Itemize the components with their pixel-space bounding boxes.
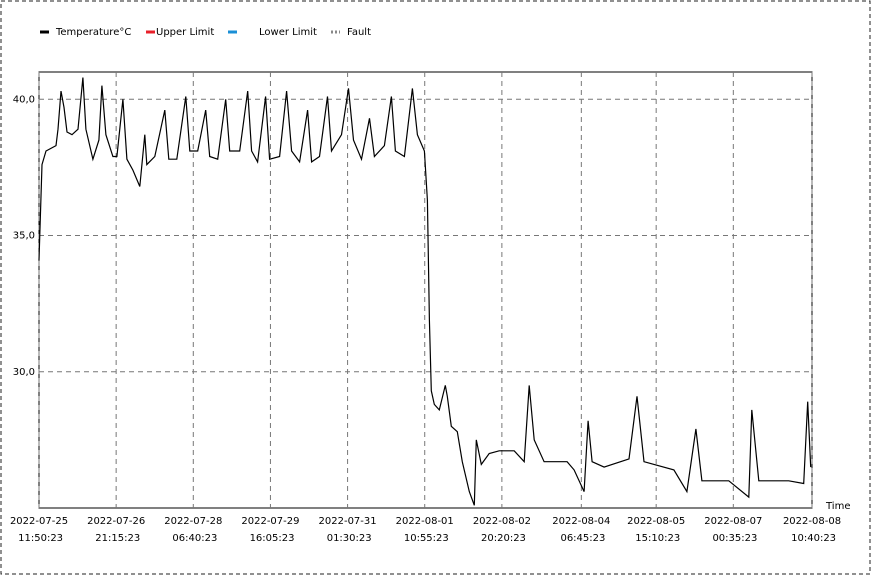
x-tick-label: 2022-08-02 20:20:23 <box>473 516 531 544</box>
x-tick-label-line: 2022-07-25 <box>10 516 68 527</box>
x-tick-label-line: 16:05:23 <box>246 533 294 544</box>
x-tick-label-line: 2022-08-01 <box>396 516 454 527</box>
x-tick-label: 2022-08-08 10:40:23 <box>783 516 841 544</box>
x-tick-label-line: 2022-07-29 <box>241 516 299 527</box>
x-tick-label-line: 2022-08-04 <box>552 516 610 527</box>
legend-label: Temperature°C <box>55 27 131 38</box>
x-tick-label: 2022-08-01 10:55:23 <box>396 516 454 544</box>
x-tick-label-line: 2022-08-05 <box>627 516 685 527</box>
x-tick-label-line: 06:45:23 <box>557 533 605 544</box>
x-tick-label-line: 20:20:23 <box>478 533 526 544</box>
line <box>38 77 812 506</box>
x-tick-label: 2022-08-04 06:45:23 <box>552 516 610 544</box>
x-tick-label: 2022-07-26 21:15:23 <box>87 516 145 544</box>
x-tick-label-line: 15:10:23 <box>632 533 680 544</box>
x-tick-label: 2022-08-07 00:35:23 <box>704 516 762 544</box>
x-tick-label-line: 2022-08-08 <box>783 516 841 527</box>
x-tick-label-line: 2022-07-28 <box>164 516 222 527</box>
y-tick-label: 40,0 <box>13 94 35 105</box>
legend-label: Lower Limit <box>259 27 317 38</box>
x-tick-label: 2022-08-05 15:10:23 <box>627 516 685 544</box>
x-tick-label-line: 2022-07-31 <box>319 516 377 527</box>
x-tick-label-line: 2022-08-02 <box>473 516 531 527</box>
x-tick-label-line: 01:30:23 <box>324 533 372 544</box>
x-tick-label-line: 06:40:23 <box>169 533 217 544</box>
x-tick-label: 2022-07-25 11:50:23 <box>10 516 68 544</box>
x-tick-label-line: 2022-07-26 <box>87 516 145 527</box>
x-tick-label-line: 10:40:23 <box>788 533 836 544</box>
plot-area <box>38 71 813 509</box>
y-tick-label: 30,0 <box>13 367 35 378</box>
x-tick-label: 2022-07-29 16:05:23 <box>241 516 299 544</box>
x-axis-label: Time <box>825 501 850 512</box>
x-tick-label-line: 11:50:23 <box>15 533 63 544</box>
legend-label: Fault <box>347 27 371 38</box>
x-tick-label: 2022-07-31 01:30:23 <box>319 516 377 544</box>
x-tick-label: 2022-07-28 06:40:23 <box>164 516 222 544</box>
x-tick-label-line: 00:35:23 <box>709 533 757 544</box>
y-tick-label: 35,0 <box>13 231 35 242</box>
x-tick-label-line: 10:55:23 <box>401 533 449 544</box>
x-tick-label-line: 2022-08-07 <box>704 516 762 527</box>
legend-label: Upper Limit <box>156 27 214 38</box>
x-tick-label-line: 21:15:23 <box>92 533 140 544</box>
